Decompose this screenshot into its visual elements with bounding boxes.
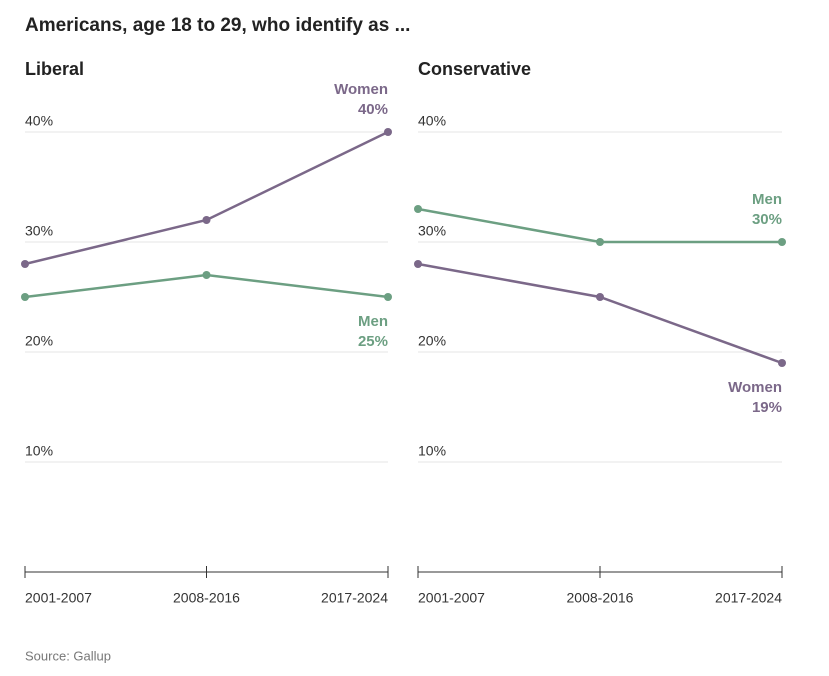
y-tick-label: 20% <box>25 333 53 349</box>
point <box>778 238 786 246</box>
line <box>417 207 782 244</box>
point <box>596 238 604 246</box>
legend-label: Men <box>358 313 388 330</box>
panel-title: Conservative <box>418 59 531 79</box>
point <box>596 293 604 301</box>
point <box>778 359 786 367</box>
point <box>384 128 392 136</box>
point <box>202 216 211 224</box>
point <box>202 271 211 279</box>
y-tick-label: 20% <box>418 333 446 349</box>
x-tick-label: 2017-2024 <box>715 590 782 606</box>
y-tick-label: 30% <box>418 223 446 239</box>
legend-label: Women <box>728 379 782 396</box>
legend-label: Women <box>334 81 388 98</box>
x-tick-label: 2008-2016 <box>173 590 240 606</box>
point <box>384 293 392 301</box>
source: Source: Gallup <box>25 648 111 663</box>
point <box>21 293 29 301</box>
point <box>414 205 422 213</box>
line <box>417 262 783 365</box>
data-label: 30% <box>752 211 782 228</box>
y-tick-label: 10% <box>25 443 53 459</box>
data-label: 25% <box>358 333 388 350</box>
x-tick-label: 2001-2007 <box>418 590 485 606</box>
data-label: 40% <box>358 101 388 118</box>
panel-title: Liberal <box>25 59 84 79</box>
x-tick-label: 2008-2016 <box>567 590 634 606</box>
data-label: 19% <box>752 399 782 416</box>
line <box>24 130 389 266</box>
y-tick-label: 30% <box>25 223 53 239</box>
page-title: Americans, age 18 to 29, who identify as… <box>25 15 410 36</box>
point <box>414 260 422 268</box>
y-tick-label: 10% <box>418 443 446 459</box>
y-tick-label: 40% <box>25 113 53 129</box>
y-tick-label: 40% <box>418 113 446 129</box>
x-tick-label: 2017-2024 <box>321 590 388 606</box>
legend-label: Men <box>752 191 782 208</box>
x-tick-label: 2001-2007 <box>25 590 92 606</box>
point <box>21 260 29 268</box>
